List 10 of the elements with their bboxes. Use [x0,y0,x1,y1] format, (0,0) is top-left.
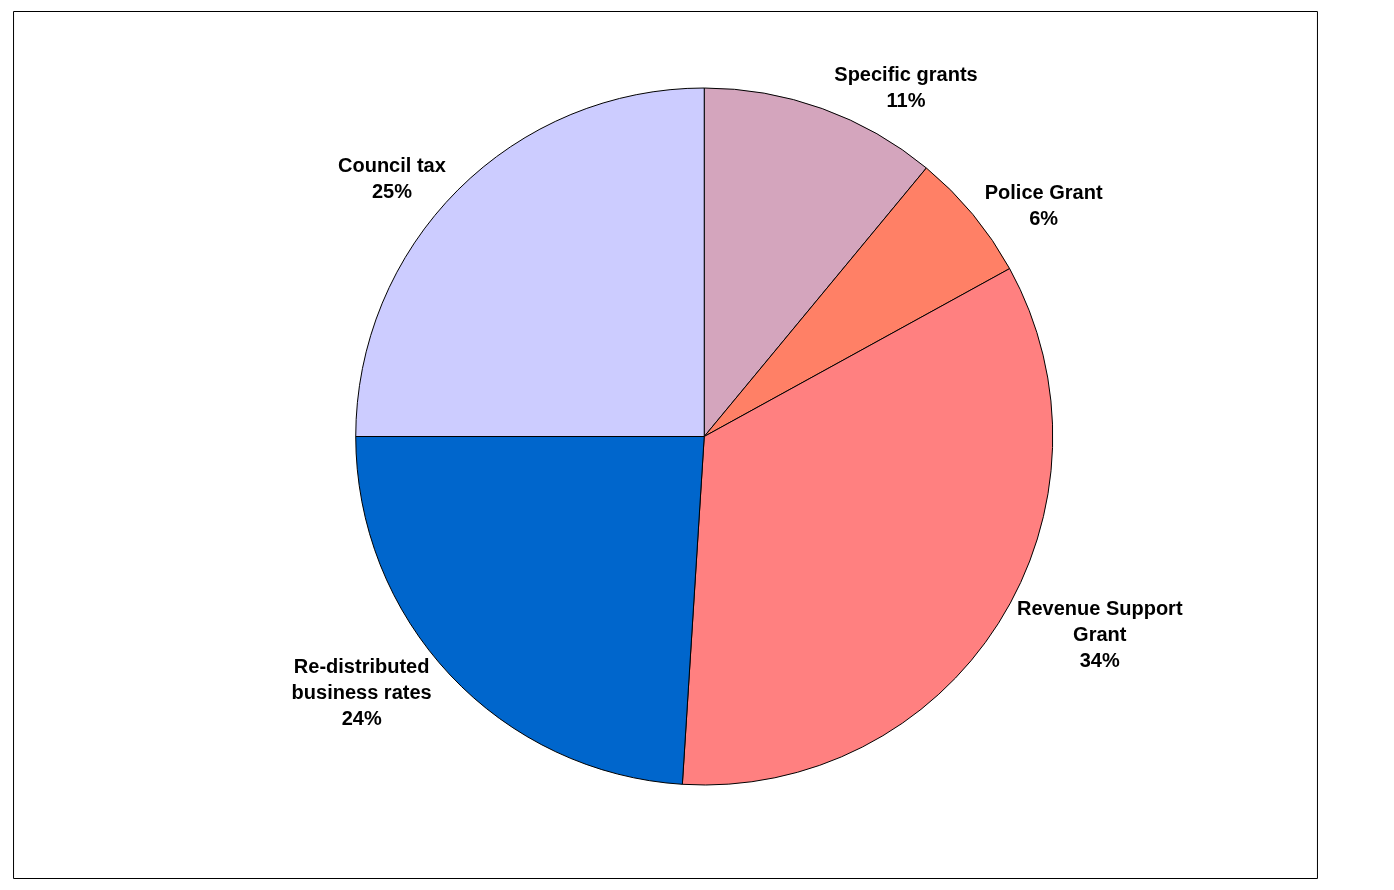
data-label: 34% [1079,648,1120,671]
slice-label: Re-distributed business rates [291,655,432,704]
slice-label: Police Grant [984,180,1103,203]
slice-label: Revenue Support Grant [1016,596,1183,645]
data-label: 11% [886,89,926,112]
data-label: 6% [1029,206,1059,229]
data-label: 25% [371,180,413,203]
data-label: 24% [341,707,382,730]
slice-label: Specific grants [834,63,978,86]
slice-label: Council tax [338,154,446,177]
